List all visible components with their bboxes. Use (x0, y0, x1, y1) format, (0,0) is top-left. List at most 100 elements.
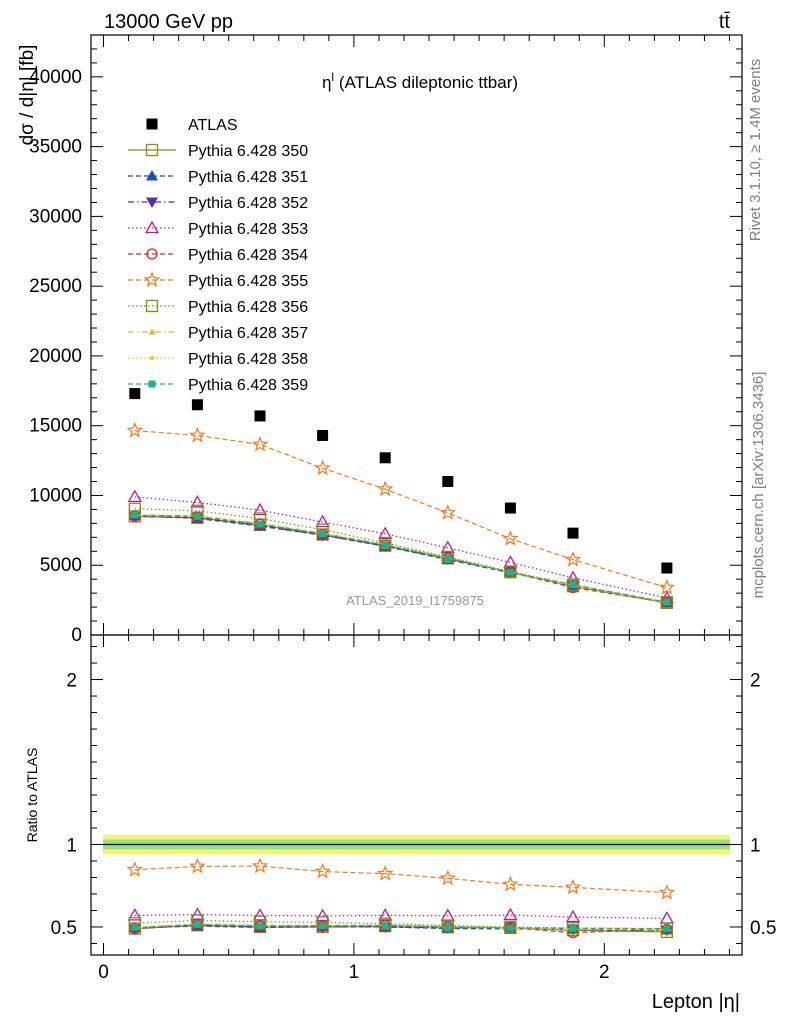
legend-marker (143, 271, 161, 288)
y-tick-label: 35000 (29, 137, 82, 158)
header-energy-label: 13000 GeV pp (104, 11, 233, 33)
data-point (129, 510, 141, 523)
legend-label: Pythia 6.428 357 (188, 325, 308, 342)
data-point (315, 514, 330, 528)
y-tick-label: 5000 (40, 555, 82, 576)
legend-label: Pythia 6.428 355 (188, 273, 308, 290)
data-point (256, 520, 264, 528)
data-point (251, 435, 269, 452)
data-point (569, 581, 577, 589)
legend-entry: Pythia 6.428 358 (128, 351, 308, 368)
legend-marker (148, 380, 156, 388)
legend-entry: Pythia 6.428 353 (128, 220, 308, 238)
data-point (442, 476, 454, 488)
y-tick-label: 10000 (29, 485, 82, 506)
main-y-axis-label: dσ / d|η| [fb] (17, 45, 38, 146)
data-point (126, 421, 144, 438)
data-point (191, 399, 203, 411)
legend-marker (146, 170, 158, 181)
ratio-series-5 (126, 857, 676, 900)
legend-label: Pythia 6.428 359 (188, 377, 308, 394)
ratio-axes: 0.5 0.5 1 1 2 2 0 1 2 (51, 635, 776, 983)
rivet-version-label: Rivet 3.1.10, ≥ 1.4M events (747, 59, 764, 242)
legend-marker (148, 328, 156, 335)
ratio-panel: 0.5 0.5 1 1 2 2 0 1 2 Ratio to ATLAS Lepton |η| (24, 634, 776, 1013)
ratio-point (504, 920, 517, 934)
ratio-series-3 (127, 907, 675, 924)
legend-entry: Pythia 6.428 354 (128, 247, 308, 264)
x-tick-label: 1 (349, 962, 360, 983)
data-point (193, 512, 201, 520)
series-line-6 (134, 429, 668, 589)
ratio-point (319, 922, 327, 930)
ratio-point (663, 925, 671, 933)
ratio-point (565, 909, 581, 923)
data-point (131, 511, 139, 519)
data-point (129, 388, 141, 400)
ratio-point (441, 919, 454, 932)
legend: ATLAS Pythia 6.428 350 Pythia 6.428 351 Pyt… (128, 117, 308, 394)
series-line-4 (134, 496, 668, 599)
ratio-point (658, 883, 676, 900)
y-tick-label: 40000 (29, 67, 82, 88)
ratio-line-8 (134, 923, 667, 931)
data-point (567, 527, 579, 539)
data-point (444, 554, 452, 562)
ratio-point (564, 878, 582, 895)
legend-marker (146, 118, 158, 130)
data-point (376, 480, 394, 497)
x-tick-label: 2 (599, 962, 610, 983)
data-point (439, 504, 457, 520)
title-suffix: (ATLAS dileptonic ttbar) (334, 73, 518, 92)
data-point (314, 459, 331, 476)
data-point (190, 495, 205, 508)
ratio-point (503, 907, 518, 921)
ratio-point (381, 922, 389, 930)
ratio-point (314, 862, 331, 879)
data-point (566, 578, 580, 591)
x-tick-label: 0 (98, 962, 109, 983)
ratio-point (569, 924, 577, 932)
legend-entry: Pythia 6.428 352 (128, 195, 308, 212)
title-eta: η (322, 73, 331, 92)
series-6 (126, 421, 676, 595)
ratio-y-axis-label: Ratio to ATLAS (24, 748, 40, 843)
legend-label: Pythia 6.428 350 (188, 143, 308, 160)
main-title: ηl (ATLAS dileptonic ttbar) (322, 70, 518, 92)
mcplots-source-label: mcplots.cern.ch [arXiv:1306.3436] (750, 372, 767, 599)
data-point (440, 540, 455, 553)
ratio-point (193, 920, 201, 928)
ratio-point (506, 924, 514, 932)
data-point (661, 562, 673, 574)
series-9 (132, 513, 669, 605)
legend-entry: Pythia 6.428 350 (128, 143, 308, 160)
ratio-point (315, 908, 330, 922)
data-point (127, 489, 142, 503)
legend-label: Pythia 6.428 354 (188, 247, 308, 264)
y-tick-label: 0 (71, 625, 82, 646)
legend-marker (146, 197, 158, 208)
data-point (319, 530, 327, 538)
ratio-point (251, 857, 269, 874)
main-axes: 0 5000 10000 15000 20000 25000 30000 35000 40000 (29, 35, 742, 646)
data-point (660, 596, 674, 609)
ratio-point (379, 917, 392, 930)
header-process-label: tt̄ (719, 11, 731, 33)
legend-entry: ATLAS (146, 117, 238, 134)
ratio-data-layer (103, 834, 730, 939)
ratio-y-tick-label-left: 1 (66, 835, 77, 856)
data-point (504, 502, 516, 514)
ratio-point (502, 875, 519, 892)
legend-marker (150, 356, 154, 360)
ratio-point (660, 922, 674, 935)
legend-entry: Pythia 6.428 355 (128, 271, 308, 290)
legend-label: Pythia 6.428 356 (188, 299, 308, 316)
ratio-point (252, 908, 268, 921)
ratio-point (127, 908, 142, 921)
ratio-line-3 (134, 913, 667, 919)
ratio-point (189, 857, 206, 874)
ratio-point (126, 861, 144, 877)
data-point (252, 502, 268, 516)
y-tick-label: 30000 (29, 206, 82, 227)
ratio-point (190, 907, 205, 920)
